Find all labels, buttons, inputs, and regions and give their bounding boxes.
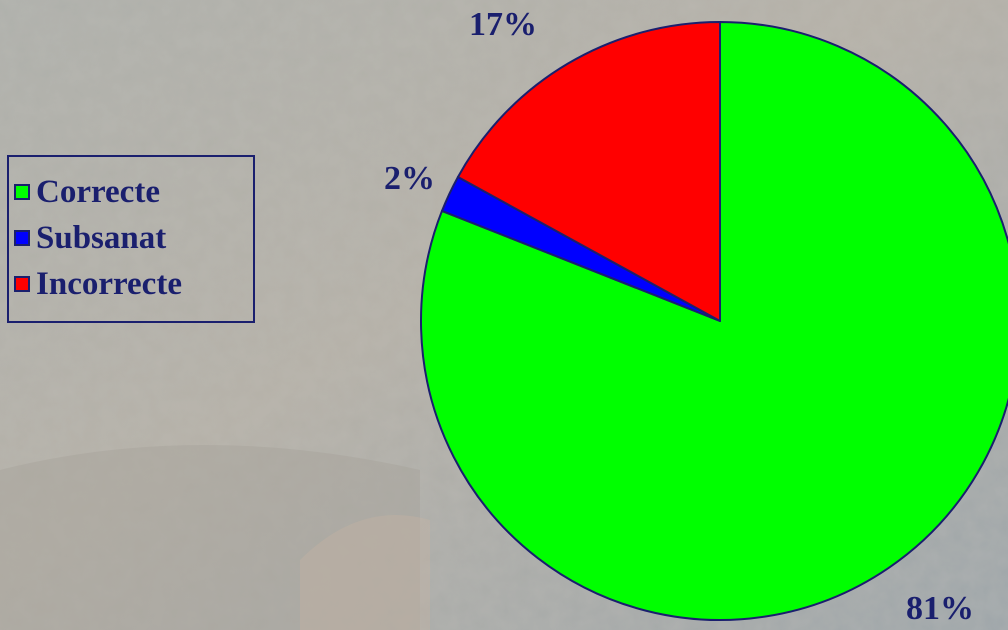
legend-swatch-incorrecte (14, 276, 30, 292)
legend-swatch-subsanat (14, 230, 30, 246)
pie-slices (420, 21, 1008, 621)
legend-label-correcte: Correcte (36, 173, 160, 210)
label-subsanat-pct: 2% (384, 160, 435, 197)
pie-slice-incorrecte (456, 21, 721, 322)
legend-label-incorrecte: Incorrecte (36, 265, 182, 302)
legend-item-incorrecte: Incorrecte (14, 261, 253, 307)
legend-item-subsanat: Subsanat (14, 215, 253, 261)
pie-slice-correcte (420, 21, 1008, 621)
label-correcte-pct: 81% (906, 590, 974, 627)
label-incorrecte-pct: 17% (469, 6, 537, 43)
legend-swatch-correcte (14, 184, 30, 200)
chart-legend: Correcte Subsanat Incorrecte (7, 155, 255, 323)
legend-item-correcte: Correcte (14, 169, 253, 215)
legend-label-subsanat: Subsanat (36, 219, 167, 256)
